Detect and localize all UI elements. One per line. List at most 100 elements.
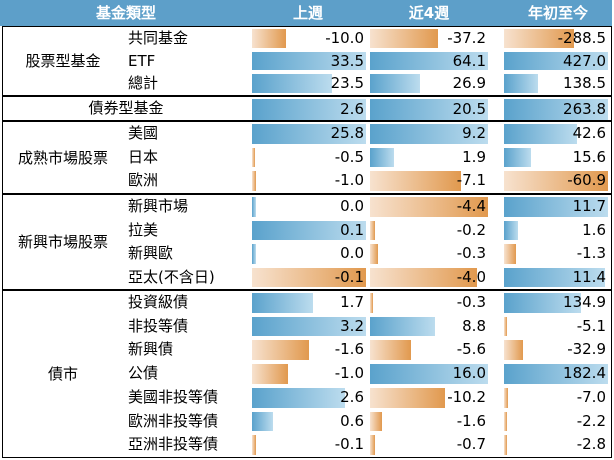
value-cell: -37.2 [447, 29, 486, 47]
value-cell: 11.7 [572, 197, 606, 215]
value-cell: -288.5 [557, 29, 606, 47]
data-bar [370, 124, 488, 144]
row-label: 亞洲非投等債 [128, 435, 219, 454]
value-cell: 25.8 [330, 124, 364, 142]
value-cell: 1.7 [340, 293, 364, 311]
row-label: 美國 [128, 124, 159, 142]
value-cell: -1.6 [334, 340, 364, 359]
value-cell: 16.0 [452, 364, 486, 383]
value-cell: 263.8 [563, 100, 606, 118]
data-bar [504, 147, 531, 168]
header-category: 基金類型 [95, 4, 156, 22]
table-header: 基金類型 上週 近4週 年初至今 [0, 0, 612, 26]
row-label: 拉美 [128, 220, 159, 239]
data-bar [504, 340, 523, 361]
data-bar [504, 364, 608, 384]
data-bar [370, 74, 420, 93]
row-label: 新興市場 [128, 197, 189, 215]
value-cell: -0.1 [334, 267, 364, 286]
row-label: 日本 [128, 147, 159, 166]
data-bar [370, 51, 488, 71]
value-cell: -10.0 [325, 29, 364, 47]
data-bar [370, 171, 462, 191]
data-bar [504, 171, 608, 191]
data-bar [252, 99, 366, 120]
value-cell: -4.0 [456, 267, 486, 286]
data-bar [504, 51, 608, 71]
value-cell: 0.6 [340, 411, 364, 430]
data-bar [504, 387, 508, 408]
value-cell: -2.8 [576, 435, 606, 454]
data-bar [370, 244, 379, 264]
value-cell: -1.0 [334, 364, 364, 383]
data-bar [252, 220, 366, 240]
data-bar [370, 220, 376, 240]
value-cell: 42.6 [572, 124, 606, 142]
data-bar [370, 340, 412, 361]
data-bar [252, 51, 366, 71]
row-label: 投資級債 [128, 293, 189, 311]
value-cell: -0.7 [456, 435, 486, 454]
row-label: 歐洲 [128, 171, 159, 190]
data-bar [252, 147, 255, 168]
row-label: 總計 [128, 74, 159, 93]
data-bar [252, 244, 256, 264]
data-bar [370, 435, 376, 455]
data-bar [252, 364, 288, 384]
value-cell: 0.0 [340, 244, 364, 262]
data-bar [504, 74, 538, 93]
data-bar [252, 29, 287, 48]
row-label: 美國非投等債 [128, 387, 219, 406]
data-bar [370, 387, 446, 408]
data-bar [504, 435, 507, 455]
value-cell: 1.6 [582, 220, 606, 239]
row-label: 公債 [128, 364, 159, 383]
group-box [2, 96, 612, 121]
group-box [2, 290, 612, 458]
group-box [2, 194, 612, 290]
data-bar [252, 411, 274, 432]
data-bar [504, 411, 507, 432]
value-cell: 0.0 [340, 197, 364, 215]
value-cell: 33.5 [330, 51, 364, 70]
row-label: 非投等債 [128, 316, 189, 335]
data-bar [504, 267, 606, 287]
data-bar [252, 387, 345, 408]
header-last-week: 上週 [292, 4, 323, 22]
value-cell: -5.6 [456, 340, 486, 359]
value-cell: -0.1 [334, 435, 364, 454]
data-bar [370, 147, 395, 168]
data-bar [504, 124, 577, 144]
value-cell: 8.8 [462, 316, 486, 335]
row-label: 亞太(不含日) [128, 267, 215, 286]
value-cell: 427.0 [563, 51, 606, 70]
value-cell: -0.3 [456, 293, 486, 311]
data-bar [504, 244, 516, 264]
value-cell: -32.9 [567, 340, 606, 359]
value-cell: 11.4 [572, 267, 606, 286]
data-bar [370, 316, 435, 337]
value-cell: -0.2 [456, 220, 486, 239]
value-cell: 134.9 [563, 293, 606, 311]
data-bar [370, 197, 488, 217]
value-cell: 1.9 [462, 147, 486, 166]
data-bar [504, 197, 608, 217]
row-label: 新興歐 [128, 244, 174, 262]
data-bar [252, 124, 366, 144]
value-cell: -2.2 [576, 411, 606, 430]
value-cell: 2.6 [340, 387, 364, 406]
value-cell: -1.6 [456, 411, 486, 430]
value-cell: 3.2 [340, 316, 364, 335]
data-bar [370, 267, 478, 287]
data-bar [252, 197, 256, 217]
group-label: 股票型基金 [25, 52, 101, 70]
data-bar [370, 99, 488, 120]
value-cell: 0.1 [340, 220, 364, 239]
value-cell: -0.3 [456, 244, 486, 262]
group-label: 債券型基金 [88, 99, 164, 117]
value-cell: -1.0 [334, 171, 364, 190]
header-4-weeks: 近4週 [408, 4, 450, 22]
value-cell: 26.9 [452, 74, 486, 93]
data-bar [252, 293, 313, 313]
